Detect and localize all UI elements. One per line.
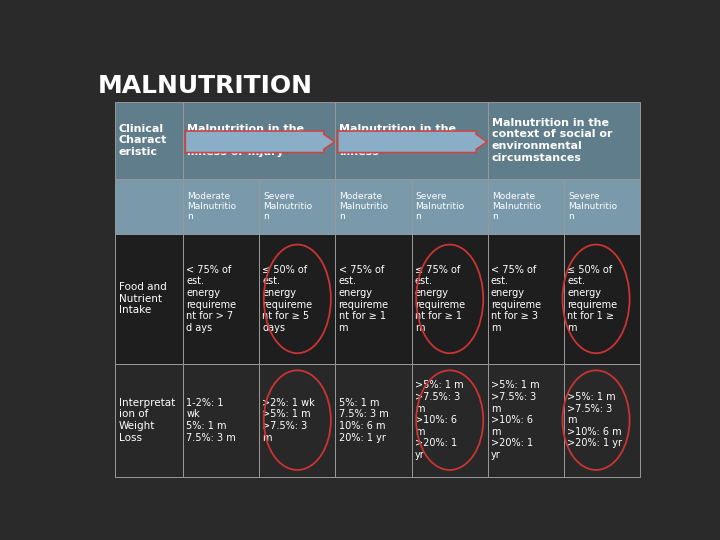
- Bar: [183, 363, 259, 477]
- Bar: [412, 179, 488, 234]
- Text: Severe
Malnutritio
n: Severe Malnutritio n: [568, 192, 617, 221]
- Text: < 75% of
est.
energy
requireme
nt for ≥ 1
m: < 75% of est. energy requireme nt for ≥ …: [338, 265, 389, 333]
- Text: 1-2%: 1
wk
5%: 1 m
7.5%: 3 m: 1-2%: 1 wk 5%: 1 m 7.5%: 3 m: [186, 398, 236, 443]
- Text: >5%: 1 m
>7.5%: 3
m
>10%: 6
m
>20%: 1
yr: >5%: 1 m >7.5%: 3 m >10%: 6 m >20%: 1 yr: [415, 380, 464, 460]
- Polygon shape: [338, 131, 487, 153]
- Bar: [488, 363, 564, 477]
- Bar: [259, 234, 336, 363]
- Bar: [336, 363, 412, 477]
- Text: < 75% of
est.
energy
requireme
nt for > 7
d ays: < 75% of est. energy requireme nt for > …: [186, 265, 236, 333]
- Bar: [114, 363, 183, 477]
- Bar: [183, 179, 259, 234]
- Bar: [114, 102, 183, 179]
- Bar: [183, 102, 336, 179]
- Text: Severe
Malnutritio
n: Severe Malnutritio n: [263, 192, 312, 221]
- Bar: [564, 363, 640, 477]
- Text: Moderate
Malnutritio
n: Moderate Malnutritio n: [339, 192, 388, 221]
- Text: Malnutrition in the
context of social or
environmental
circumstances: Malnutrition in the context of social or…: [492, 118, 612, 163]
- Text: >5%: 1 m
>7.5%: 3
m
>10%: 6
m
>20%: 1
yr: >5%: 1 m >7.5%: 3 m >10%: 6 m >20%: 1 yr: [491, 380, 539, 460]
- Text: MALNUTRITION: MALNUTRITION: [98, 75, 312, 98]
- Bar: [183, 234, 259, 363]
- Polygon shape: [185, 131, 335, 153]
- Text: >5%: 1 m
>7.5%: 3
m
>10%: 6 m
>20%: 1 yr: >5%: 1 m >7.5%: 3 m >10%: 6 m >20%: 1 yr: [567, 392, 622, 448]
- Bar: [336, 234, 412, 363]
- Bar: [114, 179, 183, 234]
- Bar: [564, 234, 640, 363]
- Text: 5%: 1 m
7.5%: 3 m
10%: 6 m
20%: 1 yr: 5%: 1 m 7.5%: 3 m 10%: 6 m 20%: 1 yr: [338, 398, 388, 443]
- Text: Interpretat
ion of
Weight
Loss: Interpretat ion of Weight Loss: [119, 398, 175, 443]
- Text: Moderate
Malnutritio
n: Moderate Malnutritio n: [187, 192, 236, 221]
- Bar: [114, 234, 183, 363]
- Bar: [336, 102, 488, 179]
- Text: ≤ 50% of
est.
energy
requireme
nt for ≥ 5
days: ≤ 50% of est. energy requireme nt for ≥ …: [262, 265, 312, 333]
- Bar: [412, 234, 488, 363]
- Text: ≤ 50% of
est.
energy
requireme
nt for 1 ≥
m: ≤ 50% of est. energy requireme nt for 1 …: [567, 265, 617, 333]
- Text: Malnutrition in the
context of chronic
illness: Malnutrition in the context of chronic i…: [339, 124, 456, 157]
- Text: Moderate
Malnutritio
n: Moderate Malnutritio n: [492, 192, 541, 221]
- Bar: [412, 363, 488, 477]
- Text: Food and
Nutrient
Intake: Food and Nutrient Intake: [119, 282, 166, 315]
- Text: Malnutrition in the
context to acute
illness or injury: Malnutrition in the context to acute ill…: [187, 124, 304, 157]
- Bar: [564, 179, 640, 234]
- Bar: [259, 363, 336, 477]
- Bar: [488, 179, 564, 234]
- Bar: [488, 102, 640, 179]
- Bar: [336, 179, 412, 234]
- Bar: [488, 234, 564, 363]
- Text: >2%: 1 wk
>5%: 1 m
>7.5%: 3
m: >2%: 1 wk >5%: 1 m >7.5%: 3 m: [262, 398, 315, 443]
- Bar: [259, 179, 336, 234]
- Text: < 75% of
est.
energy
requireme
nt for ≥ 3
m: < 75% of est. energy requireme nt for ≥ …: [491, 265, 541, 333]
- Text: ≤ 75% of
est.
energy
requireme
nt for ≥ 1
m: ≤ 75% of est. energy requireme nt for ≥ …: [415, 265, 465, 333]
- Text: Severe
Malnutritio
n: Severe Malnutritio n: [415, 192, 464, 221]
- Text: Clinical
Charact
eristic: Clinical Charact eristic: [119, 124, 167, 157]
